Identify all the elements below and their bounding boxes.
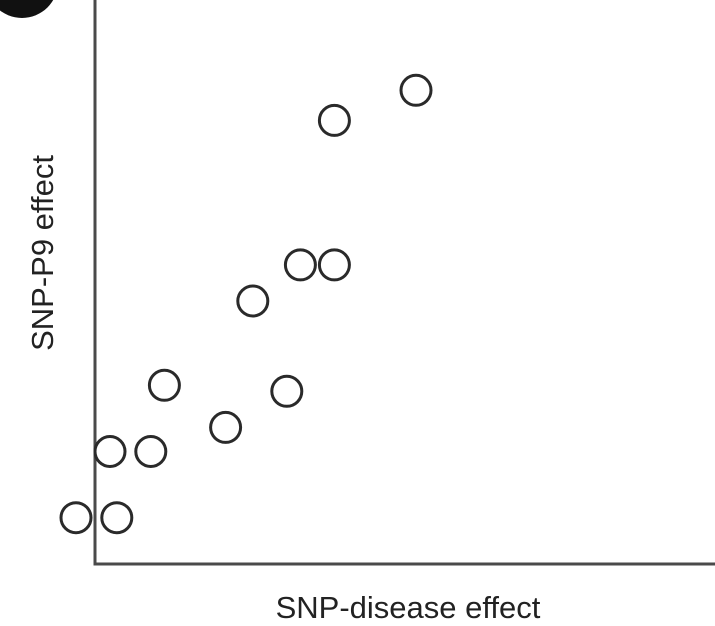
data-point — [100, 501, 134, 535]
data-point — [147, 368, 181, 402]
data-point — [93, 435, 127, 468]
data-point — [270, 374, 304, 408]
data-point — [283, 248, 317, 282]
y-axis-title: SNP-P9 effect — [25, 155, 60, 351]
data-points — [59, 73, 433, 535]
data-point — [236, 284, 270, 318]
x-axis-title: SNP-disease effect — [276, 590, 541, 625]
data-point — [209, 410, 243, 444]
data-point — [134, 435, 168, 468]
data-point — [317, 248, 351, 282]
data-point — [399, 73, 433, 107]
data-point — [59, 501, 93, 535]
panel-marker-circle — [0, 0, 54, 18]
axes — [93, 0, 715, 566]
data-point — [317, 103, 351, 137]
